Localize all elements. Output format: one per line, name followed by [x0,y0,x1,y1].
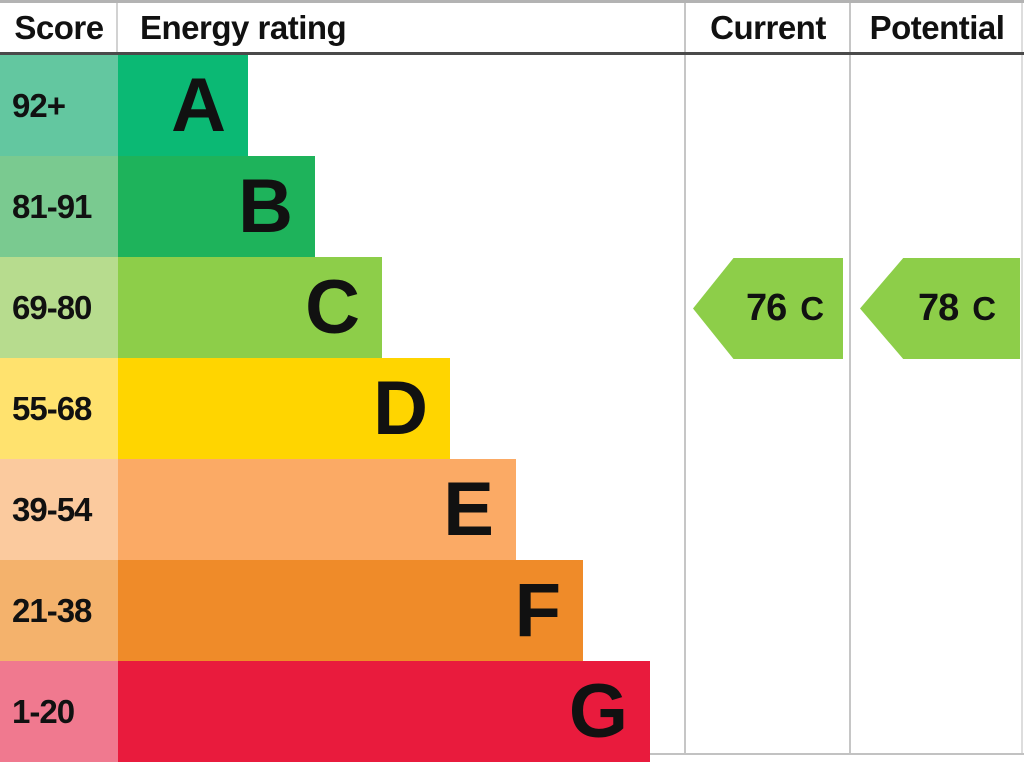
divider-rating-current [684,0,686,755]
score-range-d: 55-68 [0,358,118,459]
score-range-a: 92+ [0,55,118,156]
band-row-d: 55-68 D [0,358,650,459]
potential-rating-band: C [972,289,997,327]
band-bar-b: B [118,156,315,257]
header-divider-score-rating [116,3,118,52]
potential-rating-arrow: 78 C [860,258,1020,359]
band-bar-a: A [118,55,248,156]
divider-right-edge [1021,0,1023,755]
score-range-g: 1-20 [0,661,118,762]
header-potential: Potential [869,8,1005,46]
score-range-c: 69-80 [0,257,118,358]
band-bar-f: F [118,560,583,661]
band-bar-d: D [118,358,450,459]
band-row-a: 92+ A [0,55,650,156]
band-row-f: 21-38 F [0,560,650,661]
score-range-e: 39-54 [0,459,118,560]
bottom-border [650,753,1024,755]
band-row-b: 81-91 B [0,156,650,257]
header-score: Score [14,8,104,46]
header-current: Current [710,8,826,46]
score-range-f: 21-38 [0,560,118,661]
band-row-c: 69-80 C [0,257,650,358]
band-rows: 92+ A 81-91 B 69-80 C 55-68 D 39-54 E 21-38 F 1-20 G [0,55,650,762]
score-range-b: 81-91 [0,156,118,257]
header-energy-rating: Energy rating [140,8,347,46]
current-rating-band: C [800,289,825,327]
band-bar-c: C [118,257,382,358]
current-rating-value: 76 [745,287,787,329]
top-border [0,0,1024,3]
potential-rating-value: 78 [917,287,959,329]
band-bar-g: G [118,661,650,762]
table-header: Score Energy rating Current Potential [0,3,1024,52]
header-bottom-border [0,52,1024,55]
current-rating-arrow: 76 C [693,258,843,359]
band-bar-e: E [118,459,516,560]
divider-current-potential [849,0,851,755]
band-row-e: 39-54 E [0,459,650,560]
band-row-g: 1-20 G [0,661,650,762]
